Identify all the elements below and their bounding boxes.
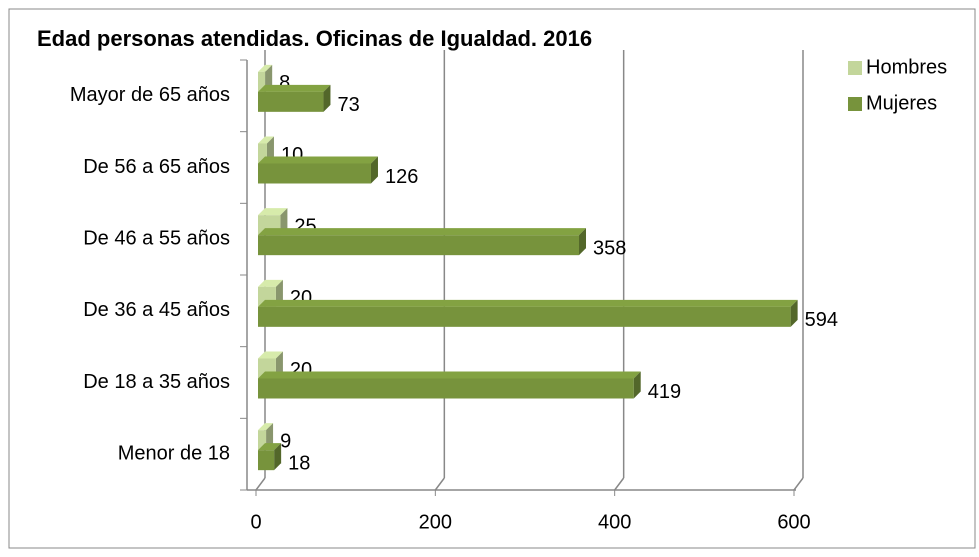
bar (258, 306, 791, 327)
grid-line-depth (793, 477, 804, 491)
x-tick-label: 400 (598, 511, 631, 533)
bar (258, 143, 267, 164)
y-tick-label: Mayor de 65 años (70, 84, 230, 106)
y-tick-label: De 36 a 45 años (83, 299, 230, 321)
x-tick-label: 0 (250, 511, 261, 533)
chart-title: Edad personas atendidas. Oficinas de Igu… (37, 26, 592, 51)
bar-side (274, 443, 282, 471)
bar (258, 163, 371, 184)
bar-top (258, 84, 331, 92)
bar-top (258, 351, 283, 359)
bar (258, 235, 580, 256)
value-label: 594 (805, 309, 838, 331)
bar (258, 378, 634, 399)
value-label: 9 (280, 430, 291, 452)
value-label: 73 (337, 94, 359, 116)
value-label: 126 (385, 166, 418, 188)
grid-line-depth (434, 477, 445, 491)
y-tick-label: De 46 a 55 años (83, 227, 230, 249)
grid-line-depth (255, 477, 266, 491)
y-tick-label: Menor de 18 (118, 442, 230, 464)
bar (258, 71, 266, 92)
bar-top (258, 136, 274, 144)
legend-swatch (848, 97, 862, 111)
bar-top (258, 299, 798, 307)
bar-top (258, 228, 587, 236)
grid-line-depth (614, 477, 625, 491)
bar-side (790, 299, 798, 327)
bar-top (258, 208, 288, 216)
value-label: 8 (279, 72, 290, 94)
bar-top (258, 156, 378, 164)
bar (258, 430, 267, 451)
legend-label: Hombres (866, 56, 947, 78)
x-tick-label: 600 (777, 511, 810, 533)
bar-side (323, 84, 331, 112)
y-tick-label: De 18 a 35 años (83, 371, 230, 393)
bar-side (579, 228, 587, 256)
bar-top (258, 371, 641, 379)
legend-swatch (848, 61, 862, 75)
bar-top (258, 279, 283, 287)
bar (258, 91, 324, 112)
value-label: 18 (288, 452, 310, 474)
chart-frame (8, 8, 976, 549)
bar-side (370, 156, 378, 184)
bar-top (258, 64, 273, 72)
legend-label: Mujeres (866, 92, 937, 114)
bar-top (258, 443, 282, 451)
bar (258, 450, 275, 471)
y-tick-label: De 56 a 65 años (83, 156, 230, 178)
bar-side (633, 371, 641, 399)
bar-top (258, 423, 274, 431)
x-tick-label: 200 (419, 511, 452, 533)
value-label: 419 (648, 381, 681, 403)
value-label: 358 (593, 237, 626, 259)
